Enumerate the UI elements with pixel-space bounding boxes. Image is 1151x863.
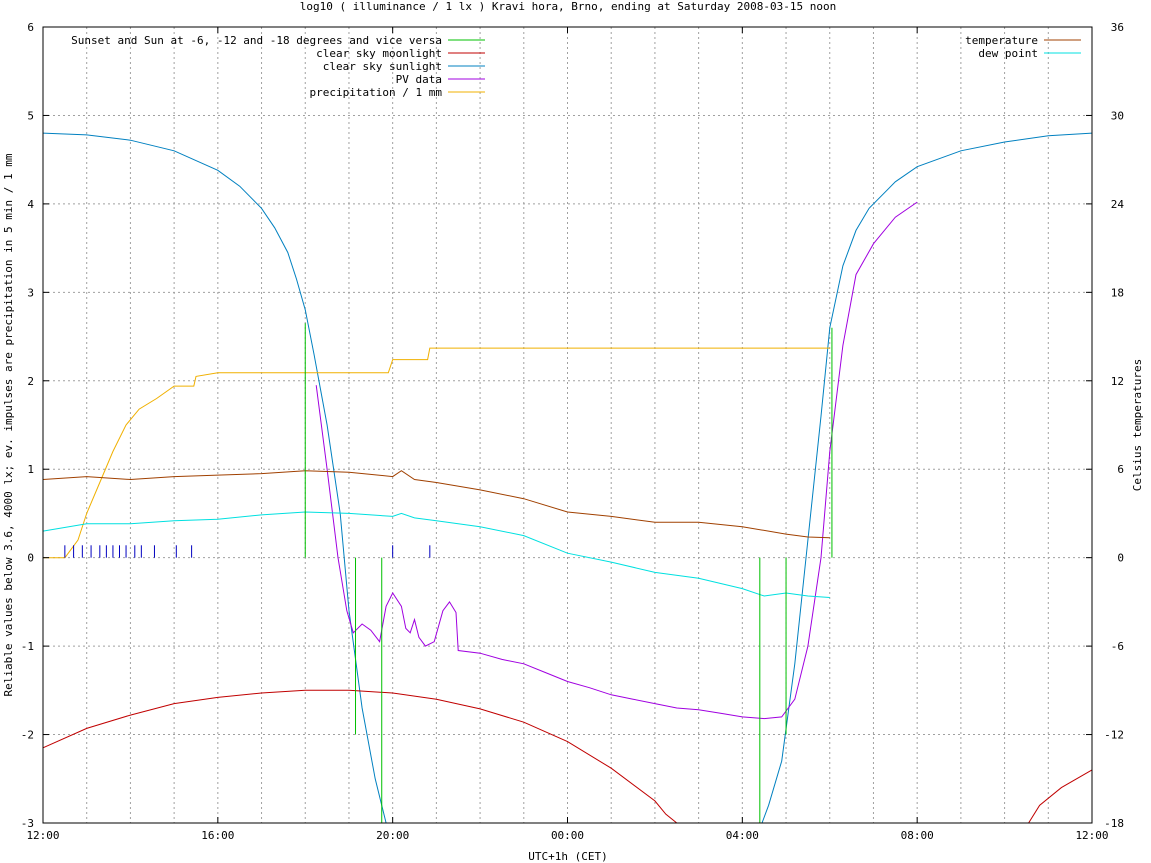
- y-tick-label: -3: [21, 817, 34, 830]
- series-temperature: [42, 470, 830, 539]
- y-tick-label: 2: [27, 375, 34, 388]
- legend-label: clear sky sunlight: [323, 60, 442, 73]
- y-axis-label: Reliable values below 3.6, 4000 lx; ev. …: [2, 153, 15, 696]
- y-tick-label: 0: [27, 552, 34, 565]
- legend-entry: Sunset and Sun at -6, -12 and -18 degree…: [71, 34, 485, 47]
- y-tick-label: 6: [27, 21, 34, 34]
- y-tick-label: 5: [27, 109, 34, 122]
- y2-tick-label: -12: [1104, 729, 1124, 742]
- x-tick-label: 04:00: [726, 829, 759, 842]
- y2-tick-label: 12: [1111, 375, 1124, 388]
- y-tick-label: 4: [27, 198, 34, 211]
- x-tick-label: 20:00: [376, 829, 409, 842]
- y-tick-label: -1: [21, 640, 34, 653]
- legend-label: temperature: [965, 34, 1038, 47]
- legend-label: clear sky moonlight: [316, 47, 442, 60]
- y2-tick-label: 18: [1111, 286, 1124, 299]
- y2-tick-label: 36: [1111, 21, 1124, 34]
- y-tick-label: -2: [21, 729, 34, 742]
- legend-entry: clear sky sunlight: [323, 60, 485, 73]
- chart-title: log10 ( illuminance / 1 lx ) Kravi hora,…: [300, 0, 836, 13]
- legend-label: dew point: [978, 47, 1038, 60]
- x-axis-label: UTC+1h (CET): [528, 850, 607, 863]
- y-tick-label: 1: [27, 463, 34, 476]
- y2-tick-label: 24: [1111, 198, 1125, 211]
- x-tick-label: 12:00: [26, 829, 59, 842]
- legend-entry: dew point: [978, 47, 1081, 60]
- legend-entry: temperature: [965, 34, 1081, 47]
- series-pv-data: [315, 201, 918, 720]
- grid: [43, 27, 1092, 823]
- series-precipitation-1-mm: [43, 347, 830, 559]
- y2-tick-label: 30: [1111, 109, 1124, 122]
- series-layer: [42, 132, 1093, 824]
- y2-tick-label: -18: [1104, 817, 1124, 830]
- legend-label: Sunset and Sun at -6, -12 and -18 degree…: [71, 34, 442, 47]
- legend-entry: precipitation / 1 mm: [310, 86, 485, 99]
- axes: 12:00 16:00 20:00 00:00 04:00 08:00 12:00-3-2-…: [21, 21, 1125, 842]
- y2-tick-label: 6: [1117, 463, 1124, 476]
- x-tick-label: 12:00: [1075, 829, 1108, 842]
- x-tick-label: 16:00: [201, 829, 234, 842]
- series-clear-sky-sunlight: [42, 132, 1093, 824]
- y2-tick-label: 0: [1117, 552, 1124, 565]
- legend-entry: clear sky moonlight: [316, 47, 485, 60]
- x-tick-label: 08:00: [901, 829, 934, 842]
- y2-tick-label: -6: [1111, 640, 1124, 653]
- x-tick-label: 00:00: [551, 829, 584, 842]
- series-dew-point: [42, 511, 830, 598]
- y2-axis-label: Celsius temperatures: [1131, 359, 1144, 491]
- legend-label: precipitation / 1 mm: [310, 86, 443, 99]
- y-tick-label: 3: [27, 286, 34, 299]
- legend-entry: PV data: [396, 73, 485, 86]
- legend: Sunset and Sun at -6, -12 and -18 degree…: [71, 34, 1081, 99]
- legend-label: PV data: [396, 73, 442, 86]
